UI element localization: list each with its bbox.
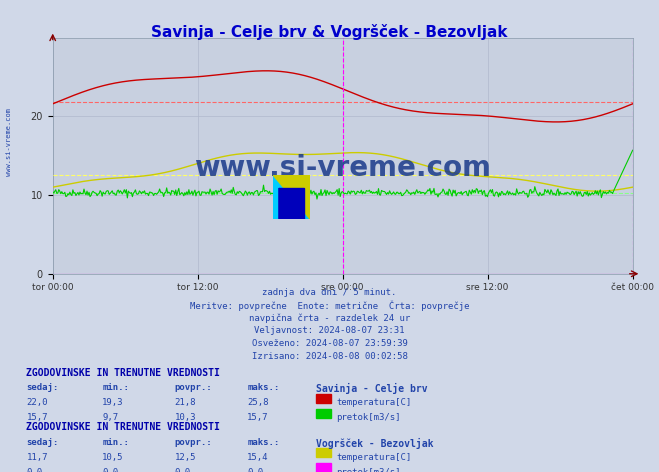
Polygon shape <box>279 188 304 219</box>
Bar <box>316 409 331 418</box>
Bar <box>316 394 331 403</box>
Text: Veljavnost: 2024-08-07 23:31: Veljavnost: 2024-08-07 23:31 <box>254 326 405 335</box>
Text: Meritve: povprečne  Enote: metrične  Črta: povprečje: Meritve: povprečne Enote: metrične Črta:… <box>190 301 469 311</box>
Text: 15,7: 15,7 <box>26 413 48 422</box>
Text: pretok[m3/s]: pretok[m3/s] <box>336 468 401 472</box>
Text: 0,0: 0,0 <box>102 468 118 472</box>
Text: sedaj:: sedaj: <box>26 438 59 447</box>
Text: 9,7: 9,7 <box>102 413 118 422</box>
Text: 0,0: 0,0 <box>26 468 42 472</box>
Text: 19,3: 19,3 <box>102 398 124 407</box>
Text: povpr.:: povpr.: <box>175 438 212 447</box>
Text: min.:: min.: <box>102 438 129 447</box>
Text: zadnja dva dni / 5 minut.: zadnja dva dni / 5 minut. <box>262 288 397 297</box>
Text: Savinja - Celje brv: Savinja - Celje brv <box>316 383 428 394</box>
Bar <box>316 448 331 457</box>
Text: 0,0: 0,0 <box>175 468 190 472</box>
Text: www.si-vreme.com: www.si-vreme.com <box>5 108 12 176</box>
Text: 0,0: 0,0 <box>247 468 263 472</box>
Text: pretok[m3/s]: pretok[m3/s] <box>336 413 401 422</box>
Text: temperatura[C]: temperatura[C] <box>336 453 411 462</box>
Text: 15,4: 15,4 <box>247 453 269 462</box>
Text: 11,7: 11,7 <box>26 453 48 462</box>
Polygon shape <box>273 175 310 219</box>
Text: Izrisano: 2024-08-08 00:02:58: Izrisano: 2024-08-08 00:02:58 <box>252 352 407 361</box>
Text: Vogršček - Bezovljak: Vogršček - Bezovljak <box>316 438 434 448</box>
Text: 21,8: 21,8 <box>175 398 196 407</box>
Polygon shape <box>279 188 304 219</box>
Text: temperatura[C]: temperatura[C] <box>336 398 411 407</box>
Text: maks.:: maks.: <box>247 383 279 392</box>
Text: 22,0: 22,0 <box>26 398 48 407</box>
Text: povpr.:: povpr.: <box>175 383 212 392</box>
Text: 10,5: 10,5 <box>102 453 124 462</box>
Text: ZGODOVINSKE IN TRENUTNE VREDNOSTI: ZGODOVINSKE IN TRENUTNE VREDNOSTI <box>26 422 220 432</box>
Text: 25,8: 25,8 <box>247 398 269 407</box>
Text: sedaj:: sedaj: <box>26 383 59 392</box>
Text: Savinja - Celje brv & Vogršček - Bezovljak: Savinja - Celje brv & Vogršček - Bezovlj… <box>152 24 507 40</box>
Polygon shape <box>273 175 310 219</box>
Text: min.:: min.: <box>102 383 129 392</box>
Text: navpična črta - razdelek 24 ur: navpična črta - razdelek 24 ur <box>249 313 410 323</box>
Bar <box>316 463 331 472</box>
Text: 10,3: 10,3 <box>175 413 196 422</box>
Text: 12,5: 12,5 <box>175 453 196 462</box>
Text: 15,7: 15,7 <box>247 413 269 422</box>
Text: maks.:: maks.: <box>247 438 279 447</box>
Text: www.si-vreme.com: www.si-vreme.com <box>194 153 491 182</box>
Text: Osveženo: 2024-08-07 23:59:39: Osveženo: 2024-08-07 23:59:39 <box>252 339 407 348</box>
Text: ZGODOVINSKE IN TRENUTNE VREDNOSTI: ZGODOVINSKE IN TRENUTNE VREDNOSTI <box>26 368 220 378</box>
